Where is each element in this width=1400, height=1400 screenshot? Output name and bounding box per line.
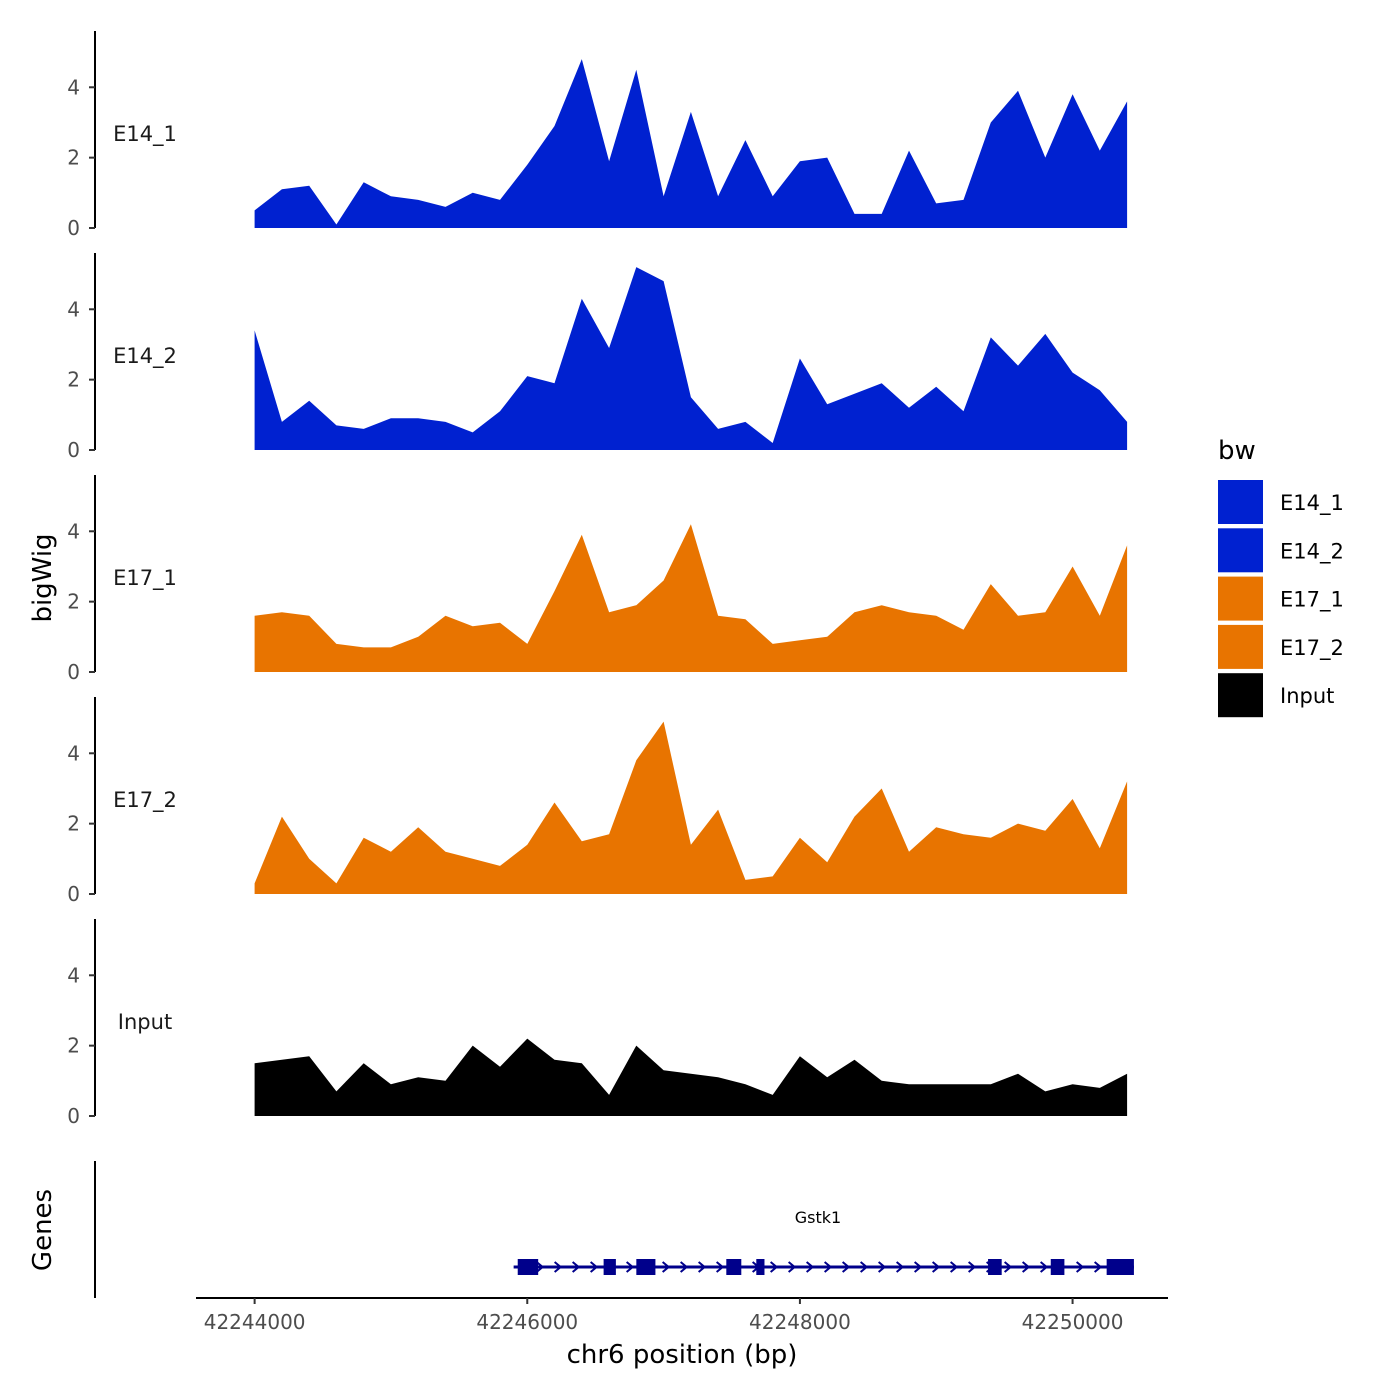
strand-arrow xyxy=(949,1261,959,1273)
strand-arrow xyxy=(877,1261,887,1273)
strand-arrow xyxy=(895,1261,905,1273)
strand-arrow xyxy=(787,1261,797,1273)
legend-label: E17_1 xyxy=(1280,588,1344,613)
strand-arrow xyxy=(571,1261,581,1273)
gene-label: Gstk1 xyxy=(795,1208,841,1227)
gene-exon xyxy=(636,1259,656,1275)
genes-panel xyxy=(94,1161,1134,1298)
y-tick-label: 4 xyxy=(67,75,80,99)
y-tick-label: 0 xyxy=(67,216,80,240)
signal-area xyxy=(254,721,1128,894)
y-tick-label: 2 xyxy=(67,812,80,836)
strand-arrow xyxy=(1021,1261,1031,1273)
signal-tracks: 0 2 4 E14_1 0 2 4 E14_2 0 2 4 E17_1 0 2 4 E17_2 0 2 4 Input xyxy=(67,31,1128,1128)
x-tick-label: 42248000 xyxy=(749,1310,851,1334)
track-Input: 0 2 4 Input xyxy=(67,919,1128,1128)
strand-arrow xyxy=(589,1261,599,1273)
signal-area xyxy=(254,1038,1128,1116)
strand-arrow xyxy=(913,1261,923,1273)
y-tick-label: 0 xyxy=(67,660,80,684)
legend-label: E14_2 xyxy=(1280,539,1344,564)
track-E17_2: 0 2 4 E17_2 xyxy=(67,697,1128,906)
strand-arrow xyxy=(931,1261,941,1273)
strand-arrow xyxy=(625,1261,635,1273)
strand-arrow xyxy=(823,1261,833,1273)
y-tick-label: 0 xyxy=(67,1104,80,1128)
gene-exon xyxy=(726,1259,742,1275)
y-axis-title: bigWig xyxy=(28,533,58,622)
y-tick-label: 0 xyxy=(67,438,80,462)
legend-key xyxy=(1218,673,1263,718)
y-tick-label: 2 xyxy=(67,146,80,170)
legend-key xyxy=(1218,528,1263,573)
legend-key xyxy=(1218,480,1263,524)
y-tick-label: 2 xyxy=(67,1034,80,1058)
strand-arrow xyxy=(697,1261,707,1273)
strand-arrow xyxy=(841,1261,851,1273)
legend-title: bw xyxy=(1218,436,1256,466)
legend-key xyxy=(1218,624,1263,669)
gene-exon xyxy=(603,1259,616,1275)
signal-area xyxy=(254,267,1128,450)
legend: E14_1 E14_2 E17_1 E17_2 Input xyxy=(1218,480,1344,718)
y-tick-label: 2 xyxy=(67,368,80,392)
signal-area xyxy=(254,524,1128,672)
strand-arrow xyxy=(967,1261,977,1273)
track-label: Input xyxy=(118,1010,172,1034)
track-E17_1: 0 2 4 E17_1 xyxy=(67,475,1128,684)
strand-arrow xyxy=(661,1261,671,1273)
strand-arrow xyxy=(769,1261,779,1273)
x-tick-label: 42250000 xyxy=(1022,1310,1124,1334)
gene-exon xyxy=(988,1259,1002,1275)
genes-panel-title: Genes xyxy=(28,1189,58,1271)
track-label: E17_1 xyxy=(113,566,177,591)
y-tick-label: 4 xyxy=(67,519,80,543)
legend-label: E14_1 xyxy=(1280,491,1344,516)
strand-arrow xyxy=(805,1261,815,1273)
gene-exon xyxy=(1050,1259,1065,1275)
strand-arrow xyxy=(1093,1261,1103,1273)
y-tick-label: 4 xyxy=(67,297,80,321)
signal-area xyxy=(254,59,1128,228)
strand-arrow xyxy=(535,1261,545,1273)
track-label: E17_2 xyxy=(113,788,177,813)
x-tick-label: 42246000 xyxy=(476,1310,578,1334)
strand-arrow xyxy=(859,1261,869,1273)
x-axis-title: chr6 position (bp) xyxy=(567,1340,798,1370)
legend-label: Input xyxy=(1280,684,1334,708)
gene-exon xyxy=(517,1259,539,1275)
strand-arrow xyxy=(553,1261,563,1273)
y-tick-label: 0 xyxy=(67,882,80,906)
legend-label: E17_2 xyxy=(1280,636,1344,661)
gene-exon xyxy=(1106,1259,1134,1275)
strand-arrow xyxy=(1039,1261,1049,1273)
x-tick-label: 42244000 xyxy=(204,1310,306,1334)
strand-arrow xyxy=(679,1261,689,1273)
y-tick-label: 4 xyxy=(67,963,80,987)
strand-arrow xyxy=(1003,1261,1013,1273)
track-label: E14_2 xyxy=(113,344,177,369)
gene-exon xyxy=(756,1259,765,1275)
y-tick-label: 4 xyxy=(67,741,80,765)
y-tick-label: 2 xyxy=(67,590,80,614)
track-label: E14_1 xyxy=(113,122,177,147)
track-E14_1: 0 2 4 E14_1 xyxy=(67,31,1128,240)
legend-key xyxy=(1218,576,1263,621)
strand-arrow xyxy=(1075,1261,1085,1273)
track-E14_2: 0 2 4 E14_2 xyxy=(67,253,1128,462)
strand-arrow xyxy=(715,1261,725,1273)
x-axis: 42244000 42246000 42248000 42250000 xyxy=(196,1297,1168,1334)
